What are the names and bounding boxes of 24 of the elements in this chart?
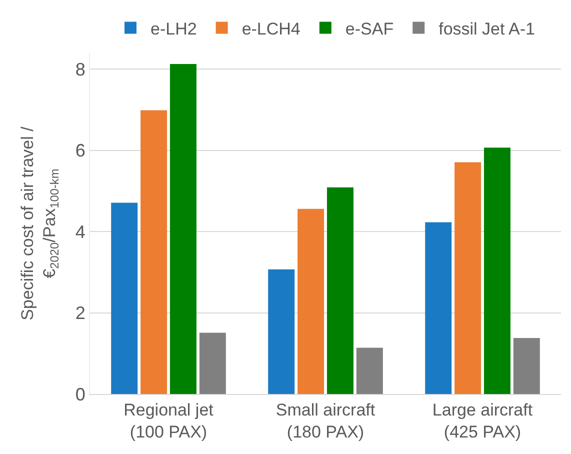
y-tick-label: 2 — [75, 303, 86, 324]
y-tick-label: 0 — [75, 384, 86, 404]
y-tick-label: 8 — [75, 60, 86, 80]
bar — [326, 187, 354, 394]
bar — [170, 64, 196, 394]
legend-label: fossil Jet A-1 — [438, 19, 535, 38]
bar — [356, 348, 383, 394]
bar — [199, 332, 226, 394]
legend-label: e-LCH4 — [242, 19, 300, 38]
bar — [298, 208, 324, 394]
x-tick-label: Small aircraft (180 PAX) — [276, 400, 376, 442]
y-tick-label: 6 — [75, 140, 86, 161]
bar — [513, 338, 540, 394]
x-tick-label: Large aircraft (425 PAX) — [432, 400, 533, 442]
bar — [111, 202, 138, 394]
bar — [484, 148, 510, 394]
bar — [268, 269, 295, 394]
legend-label: e-SAF — [345, 19, 394, 38]
bar — [454, 162, 482, 394]
y-tick-label: 4 — [75, 222, 86, 242]
x-tick-label: Regional jet (100 PAX) — [124, 400, 214, 442]
legend-label: e-LH2 — [150, 19, 197, 38]
bar — [140, 110, 168, 394]
bar — [425, 222, 452, 394]
